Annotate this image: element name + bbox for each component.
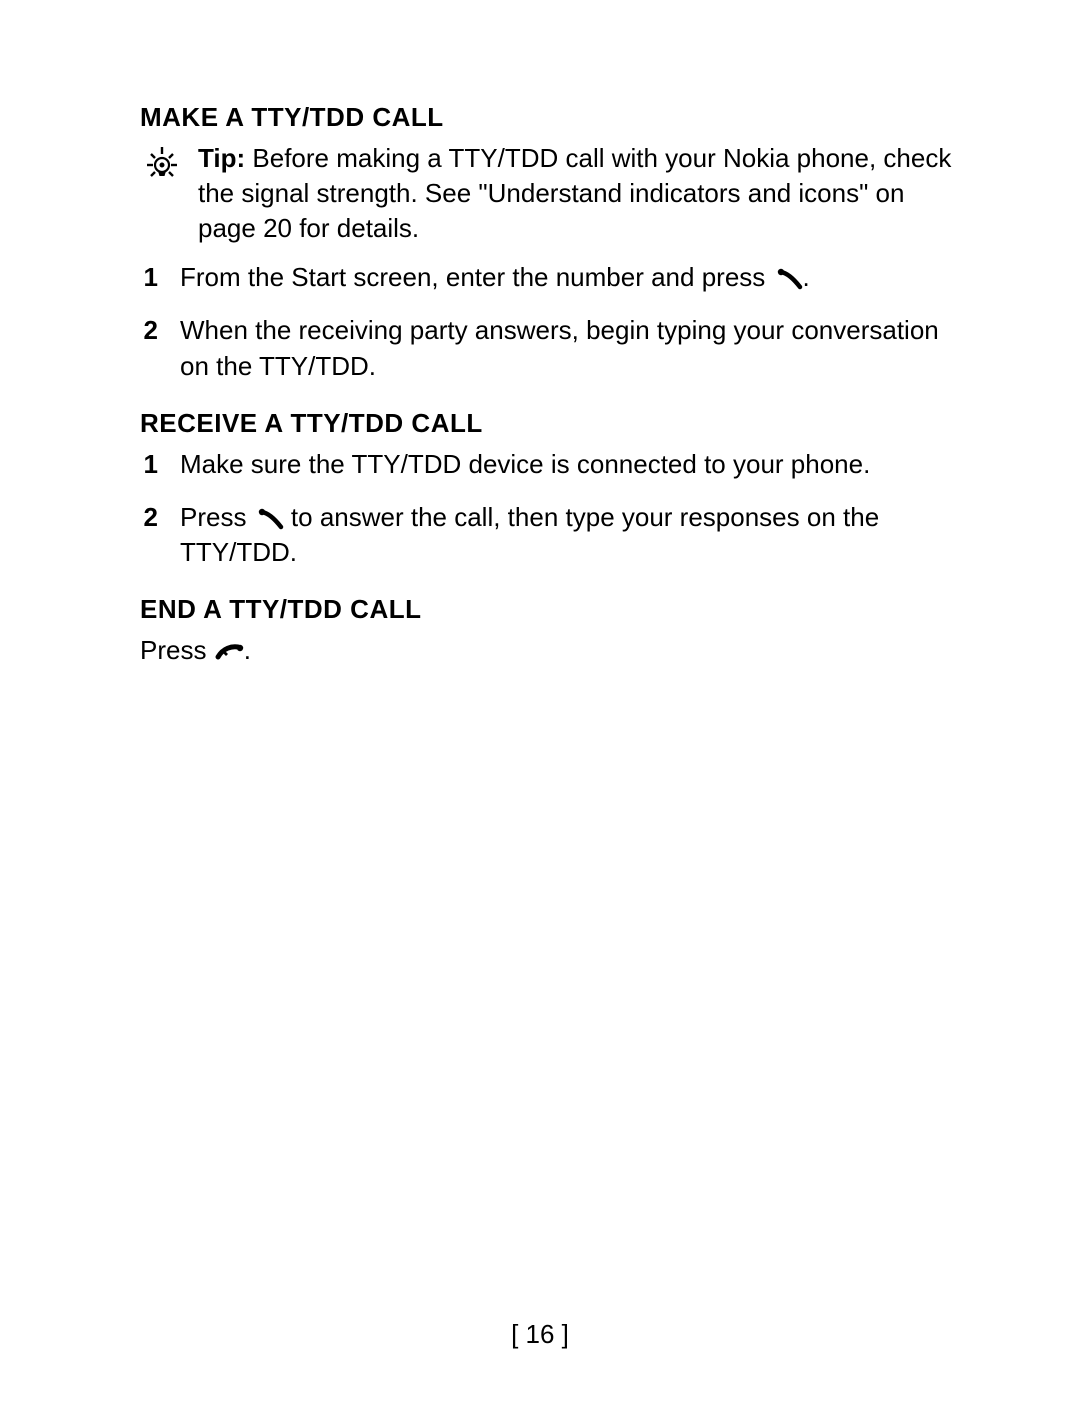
tip-block: Tip: Before making a TTY/TDD call with y… [140,141,960,246]
end-call-body: Press . [140,633,960,668]
end-call-before: Press [140,635,214,665]
step-number: 1 [140,260,158,295]
step-text-after: to answer the call, then type your respo… [180,502,879,567]
lightbulb-tip-icon [140,143,184,196]
heading-end-call: END A TTY/TDD CALL [140,592,960,627]
step-number: 2 [140,313,158,383]
end-key-icon [214,637,244,661]
send-key-icon [254,504,284,528]
tip-label: Tip: [198,143,245,173]
receive-call-steps: 1 Make sure the TTY/TDD device is connec… [140,447,960,570]
step-text-before: Press [180,502,254,532]
step-body: Press to answer the call, then type your… [180,500,960,570]
send-key-icon [773,264,803,288]
step-body: When the receiving party answers, begin … [180,313,960,383]
step-body: From the Start screen, enter the number … [180,260,960,295]
heading-make-call: MAKE A TTY/TDD CALL [140,100,960,135]
step-text-before: From the Start screen, enter the number … [180,262,773,292]
list-item: 2 When the receiving party answers, begi… [140,313,960,383]
page-number: [ 16 ] [0,1317,1080,1352]
heading-receive-call: RECEIVE A TTY/TDD CALL [140,406,960,441]
step-body: Make sure the TTY/TDD device is connecte… [180,447,960,482]
list-item: 1 From the Start screen, enter the numbe… [140,260,960,295]
end-call-after: . [244,635,251,665]
tip-text: Tip: Before making a TTY/TDD call with y… [198,141,960,246]
step-text-after: . [803,262,810,292]
list-item: 1 Make sure the TTY/TDD device is connec… [140,447,960,482]
step-text-before: When the receiving party answers, begin … [180,315,939,380]
step-number: 2 [140,500,158,570]
manual-page: MAKE A TTY/TDD CALL Tip: Before m [0,0,1080,1412]
tip-body: Before making a TTY/TDD call with your N… [198,143,951,243]
list-item: 2 Press to answer the call, then type yo… [140,500,960,570]
make-call-steps: 1 From the Start screen, enter the numbe… [140,260,960,383]
step-text-before: Make sure the TTY/TDD device is connecte… [180,449,870,479]
step-number: 1 [140,447,158,482]
